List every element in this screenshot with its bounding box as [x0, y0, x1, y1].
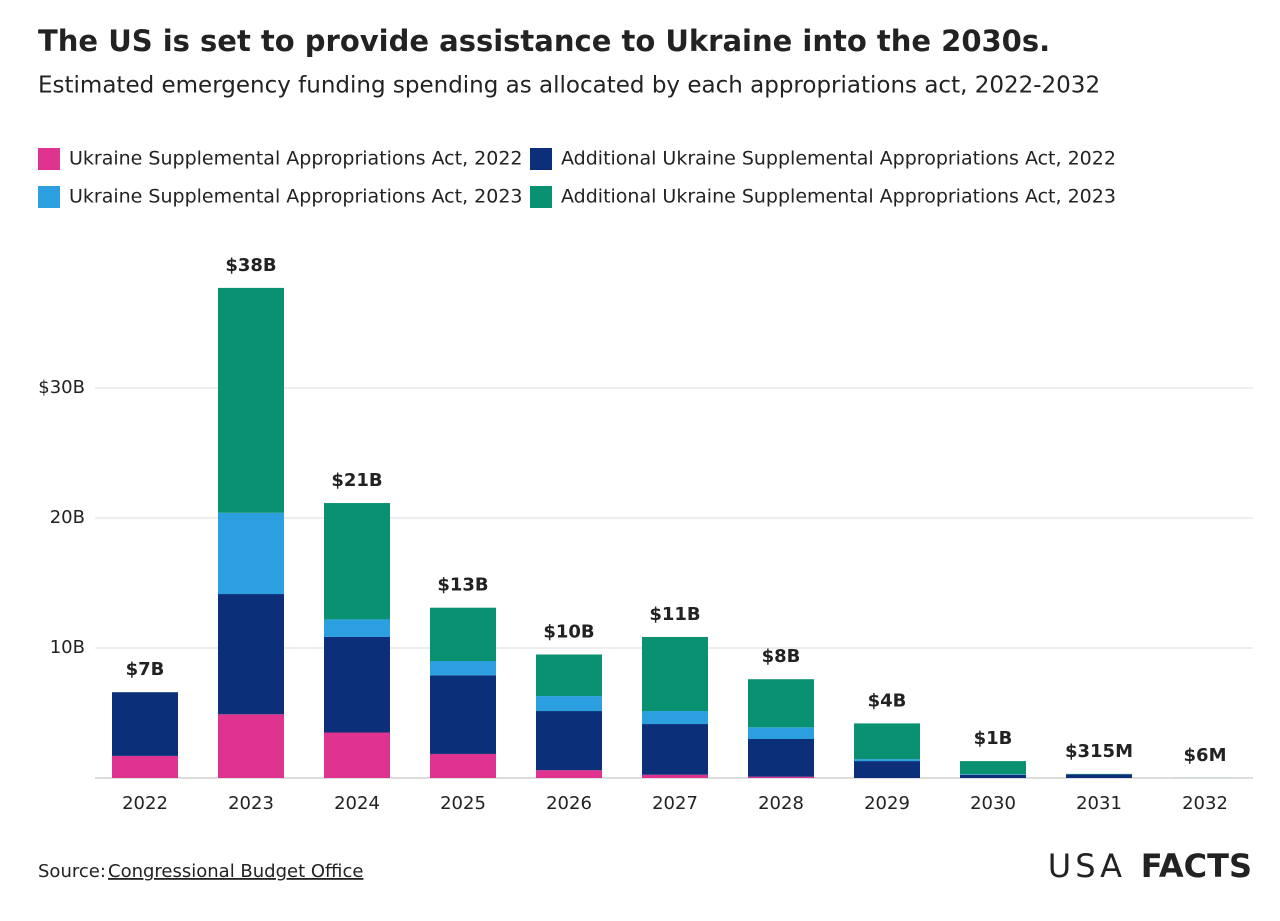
bar-segment: [748, 776, 814, 778]
total-label: $4B: [868, 690, 907, 711]
x-tick-label: 2031: [1076, 793, 1122, 814]
total-label: $1B: [974, 728, 1013, 749]
bar-segment: [218, 512, 284, 595]
bar-segment: [324, 503, 390, 620]
bar-segment: [430, 675, 496, 754]
bar-segment: [854, 759, 920, 762]
x-tick-label: 2022: [122, 793, 168, 814]
bar-segment: [324, 732, 390, 778]
x-tick-label: 2028: [758, 793, 804, 814]
bar-segment: [112, 755, 178, 778]
bar-segment: [218, 594, 284, 715]
x-tick-label: 2029: [864, 793, 910, 814]
bar-segment: [218, 287, 284, 513]
legend-label: Ukraine Supplemental Appropriations Act,…: [69, 186, 523, 208]
legend-swatch: [38, 186, 60, 208]
bar-segment: [642, 636, 708, 712]
bar-segment: [642, 711, 708, 725]
bar-segment: [430, 661, 496, 676]
x-tick-label: 2023: [228, 793, 274, 814]
source-prefix: Source:: [38, 861, 106, 882]
legend-label: Additional Ukraine Supplemental Appropri…: [561, 186, 1116, 208]
bar-segment: [1066, 774, 1132, 778]
source-link[interactable]: Congressional Budget Office: [108, 861, 363, 882]
total-label: $6M: [1184, 745, 1227, 766]
bar-segment: [536, 696, 602, 712]
bar-segment: [430, 607, 496, 661]
y-tick-label: $30B: [38, 377, 85, 398]
total-label: $21B: [331, 470, 382, 491]
bar-segment: [324, 619, 390, 637]
total-label: $315M: [1065, 741, 1133, 762]
bar-segment: [854, 723, 920, 760]
bar-segment: [854, 761, 920, 778]
legend-swatch: [38, 148, 60, 170]
total-label: $8B: [762, 646, 801, 667]
legend-swatch: [530, 148, 552, 170]
bar-segment: [960, 774, 1026, 778]
bar-segment: [324, 636, 390, 733]
legend-label: Ukraine Supplemental Appropriations Act,…: [69, 148, 523, 170]
logo-facts: FACTS: [1141, 847, 1252, 885]
x-tick-label: 2026: [546, 793, 592, 814]
bar-segment: [748, 727, 814, 739]
x-tick-label: 2025: [440, 793, 486, 814]
legend-swatch: [530, 186, 552, 208]
bar-segment: [536, 654, 602, 697]
bar-segment: [642, 724, 708, 775]
logo-usa: USA: [1048, 847, 1126, 885]
bar-segment: [642, 774, 708, 778]
total-label: $10B: [543, 622, 594, 643]
total-label: $38B: [225, 255, 276, 276]
bar-segment: [960, 761, 1026, 775]
y-tick-label: 10B: [50, 637, 85, 658]
x-tick-label: 2024: [334, 793, 380, 814]
chart-subtitle: Estimated emergency funding spending as …: [38, 73, 1100, 99]
bar-segment: [748, 679, 814, 728]
chart-title: The US is set to provide assistance to U…: [38, 24, 1050, 58]
bar-segment: [748, 739, 814, 777]
x-tick-label: 2032: [1182, 793, 1228, 814]
bar-segment: [430, 753, 496, 778]
total-label: $11B: [649, 604, 700, 625]
bar-segment: [960, 774, 1026, 775]
bar-segment: [536, 770, 602, 778]
legend-label: Additional Ukraine Supplemental Appropri…: [561, 148, 1116, 170]
x-tick-label: 2030: [970, 793, 1016, 814]
bar-segment: [218, 714, 284, 778]
y-tick-label: 20B: [50, 507, 85, 528]
total-label: $7B: [126, 659, 165, 680]
total-label: $13B: [437, 575, 488, 596]
bar-segment: [112, 692, 178, 756]
x-tick-label: 2027: [652, 793, 698, 814]
bar-segment: [536, 711, 602, 771]
